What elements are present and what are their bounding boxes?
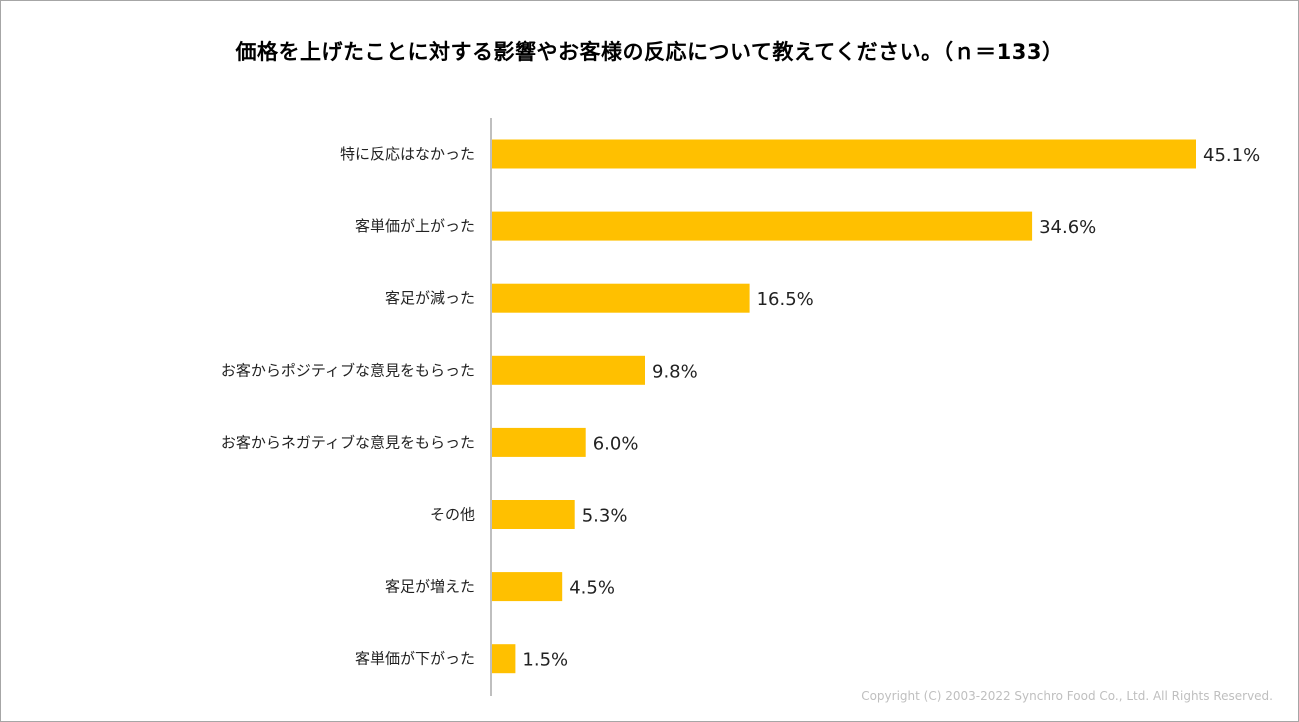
bar bbox=[492, 355, 645, 385]
data-label: 4.5% bbox=[569, 578, 615, 599]
bar bbox=[492, 211, 1033, 241]
data-label: 45.1% bbox=[1203, 145, 1260, 166]
bar bbox=[492, 139, 1196, 169]
data-label: 9.8% bbox=[652, 361, 698, 382]
data-label: 6.0% bbox=[593, 433, 639, 454]
category-label: 特に反応はなかった bbox=[340, 145, 475, 163]
bar bbox=[492, 283, 750, 313]
data-label: 1.5% bbox=[522, 650, 568, 671]
category-label: 客単価が下がった bbox=[355, 650, 475, 668]
bar bbox=[492, 572, 563, 602]
data-label: 34.6% bbox=[1039, 217, 1096, 238]
category-label: お客からポジティブな意見をもらった bbox=[221, 361, 475, 379]
bar bbox=[492, 500, 575, 529]
chart-title: 価格を上げたことに対する影響やお客様の反応について教えてください。（ｎ＝133） bbox=[235, 40, 1064, 64]
category-label: お客からネガティブな意見をもらった bbox=[221, 433, 475, 451]
data-label: 5.3% bbox=[582, 506, 628, 527]
bar bbox=[492, 644, 516, 674]
data-label: 16.5% bbox=[757, 289, 814, 310]
bar bbox=[492, 427, 586, 457]
category-label: 客単価が上がった bbox=[355, 217, 475, 235]
copyright-notice: Copyright (C) 2003-2022 Synchro Food Co.… bbox=[861, 689, 1273, 703]
category-label: 客足が増えた bbox=[385, 578, 475, 596]
bar-group: 特に反応はなかった 45.1% 客単価が上がった 34.6% 客足が減った 16.5% お客… bbox=[221, 139, 1260, 674]
category-label: 客足が減った bbox=[385, 289, 475, 307]
category-label: その他 bbox=[430, 506, 475, 524]
